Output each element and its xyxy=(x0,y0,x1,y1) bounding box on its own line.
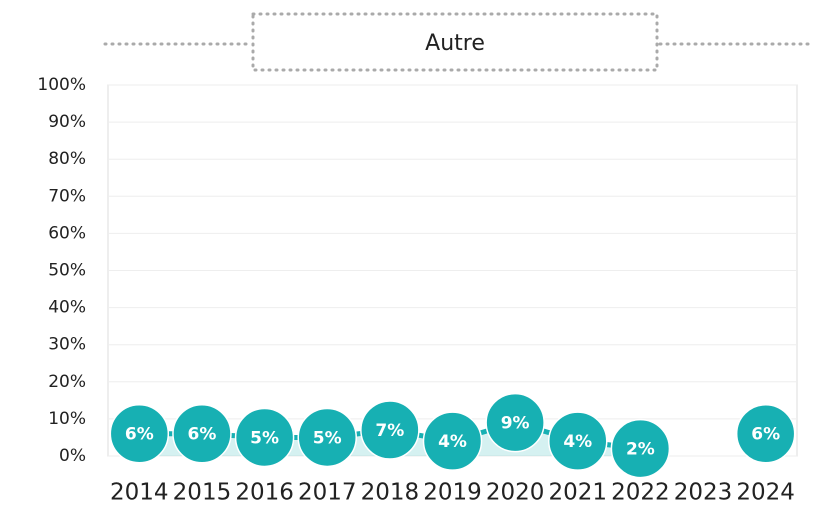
value-label: 5% xyxy=(313,428,342,448)
chart-title: Autre xyxy=(425,31,485,56)
x-tick-label: 2022 xyxy=(611,480,670,506)
value-label: 2% xyxy=(626,440,655,460)
point xyxy=(610,418,671,479)
x-tick-label: 2020 xyxy=(486,480,545,506)
point xyxy=(234,407,295,468)
value-label: 6% xyxy=(188,425,217,445)
y-tick-label: 80% xyxy=(48,149,86,169)
value-label: 5% xyxy=(250,428,279,448)
y-tick-label: 50% xyxy=(48,261,86,281)
point xyxy=(548,411,608,471)
x-tick-label: 2021 xyxy=(548,480,607,506)
x-tick-label: 2019 xyxy=(423,480,482,506)
y-tick-label: 30% xyxy=(48,335,86,355)
y-tick-label: 90% xyxy=(48,112,86,132)
title-box xyxy=(251,12,659,72)
y-tick-label: 70% xyxy=(48,186,86,206)
x-tick-label: 2016 xyxy=(235,480,294,506)
point xyxy=(297,407,357,468)
value-label: 9% xyxy=(501,414,530,434)
point xyxy=(109,403,170,464)
x-tick-label: 2014 xyxy=(110,480,169,506)
point xyxy=(360,400,420,460)
y-tick-label: 100% xyxy=(37,75,86,95)
point xyxy=(172,403,232,464)
point xyxy=(735,403,796,464)
value-label: 6% xyxy=(751,425,780,445)
x-tick-label: 2024 xyxy=(736,480,795,506)
x-tick-label: 2015 xyxy=(173,480,232,506)
value-label: 7% xyxy=(375,421,404,441)
x-tick-label: 2023 xyxy=(674,480,733,506)
y-tick-label: 20% xyxy=(48,372,86,392)
y-tick-label: 0% xyxy=(59,446,86,466)
value-label: 6% xyxy=(125,425,154,445)
value-label: 4% xyxy=(563,432,592,452)
point xyxy=(422,411,483,471)
x-tick-label: 2017 xyxy=(298,480,357,506)
y-tick-label: 40% xyxy=(48,298,86,318)
y-tick-label: 10% xyxy=(48,409,86,429)
value-label: 4% xyxy=(438,432,467,452)
point xyxy=(485,392,545,453)
y-tick-label: 60% xyxy=(48,223,86,243)
x-tick-label: 2018 xyxy=(361,480,420,506)
